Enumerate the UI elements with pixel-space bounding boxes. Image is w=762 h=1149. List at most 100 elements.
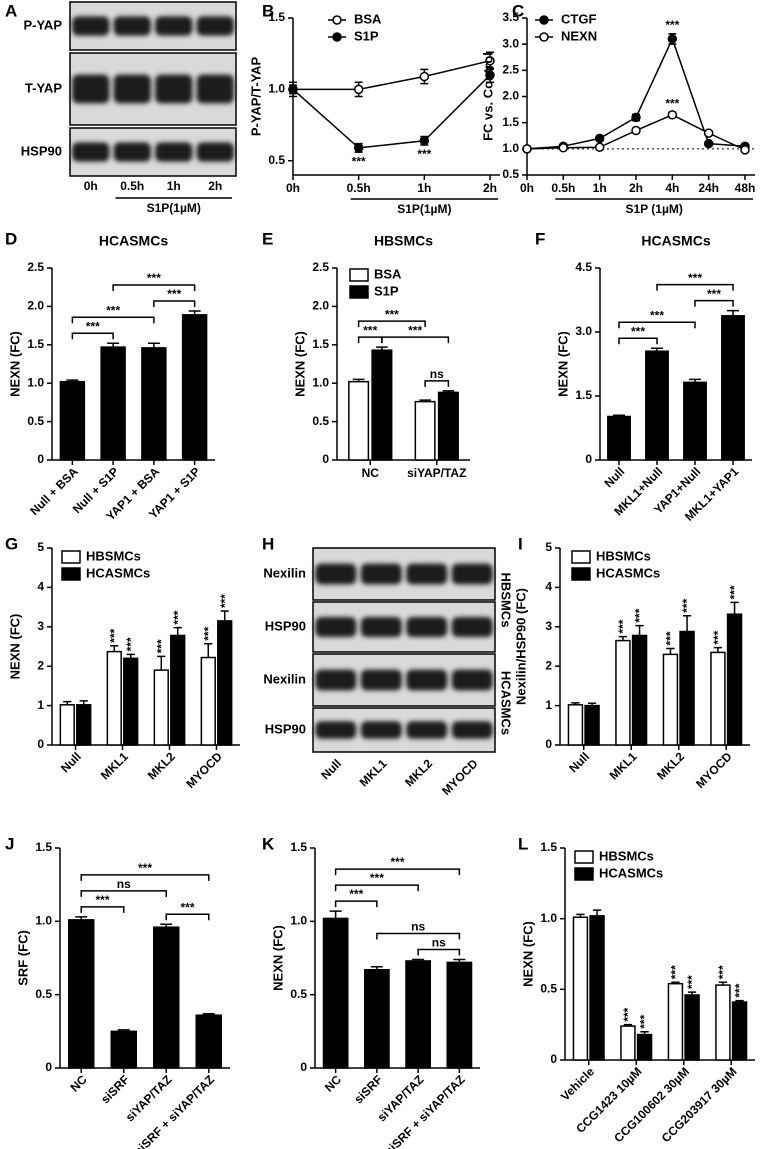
x-tick-label: MKL2 <box>145 749 178 782</box>
blot-band <box>406 617 448 637</box>
comparison-label: ns <box>432 936 446 950</box>
error-bar <box>635 624 644 636</box>
y-axis-label: NEXN (FC) <box>270 925 285 991</box>
x-tick-label: MYOCD <box>693 749 735 791</box>
legend-label: HCASMCs <box>86 565 150 580</box>
y-tick-label: 2.0 <box>27 299 44 313</box>
x-tick-label: 0.5h <box>347 181 371 195</box>
comparison-label: *** <box>707 287 721 301</box>
y-axis-label: NEXN (FC) <box>520 921 535 987</box>
legend-label: S1P <box>354 28 379 43</box>
y-tick-label: 0 <box>585 452 592 466</box>
y-tick-label: 2.0 <box>502 89 519 103</box>
comparison-label: *** <box>167 287 181 301</box>
error-bar <box>651 347 663 352</box>
lane-label: MKL2 <box>402 756 435 789</box>
x-tick-label: 0h <box>520 181 534 195</box>
x-tick-label: 1h <box>417 181 431 195</box>
error-bar <box>666 647 675 655</box>
bar <box>371 349 393 461</box>
significance: *** <box>665 96 679 110</box>
comparison-label: *** <box>650 308 664 322</box>
y-axis-label: NEXN (FC) <box>292 331 307 397</box>
bar <box>217 620 233 746</box>
x-tick-label: siSRF <box>98 1072 132 1106</box>
error-bar <box>202 1012 215 1016</box>
significance: *** <box>638 1014 652 1028</box>
x-tick-label: 4h <box>665 181 679 195</box>
comparison-label: *** <box>385 307 399 321</box>
significance: *** <box>728 585 742 599</box>
bar <box>68 919 95 1069</box>
significance: *** <box>616 619 630 633</box>
y-tick-label: 4 <box>545 580 552 594</box>
comparison-bracket <box>153 300 196 308</box>
y-axis-label: P-YAP/T-YAP <box>248 57 263 137</box>
point <box>485 70 495 80</box>
y-tick-label: 4.5 <box>575 260 592 274</box>
bar <box>195 1014 222 1069</box>
error-bar <box>157 655 166 671</box>
blot-band <box>72 142 110 162</box>
bar <box>721 315 745 461</box>
comparison-bracket <box>656 283 734 291</box>
y-tick-label: 0 <box>45 1060 52 1074</box>
x-tick-label: 2h <box>483 181 497 195</box>
legend-swatch <box>571 550 591 564</box>
chart-title: HCASMCs <box>99 233 168 249</box>
error-bar <box>188 310 201 315</box>
y-axis-label: SRF (FC) <box>15 930 30 986</box>
x-tick-label: Null <box>601 464 627 490</box>
legend-marker <box>332 15 342 25</box>
y-tick-label: 3.0 <box>575 324 592 338</box>
point <box>353 84 364 95</box>
y-tick-label: 1 <box>545 698 552 712</box>
point <box>631 112 641 123</box>
bar <box>710 651 726 746</box>
point <box>353 143 364 153</box>
x-tick-label: 1h <box>593 181 607 195</box>
bar <box>615 639 631 746</box>
y-tick-label: 1.0 <box>268 82 285 96</box>
error-bar <box>352 378 365 382</box>
point <box>740 145 750 155</box>
x-tick-label: 2h <box>629 181 643 195</box>
point <box>703 128 714 138</box>
y-tick-label: 0 <box>37 452 44 466</box>
error-bar <box>735 999 744 1003</box>
bar <box>322 917 349 1069</box>
significance: *** <box>201 626 215 640</box>
blot-band <box>196 16 234 36</box>
x-tick-label: siSRF <box>351 1072 385 1106</box>
blot-row-label: HSP90 <box>265 618 306 633</box>
blot-band <box>406 721 448 739</box>
point <box>288 84 298 95</box>
blot-band <box>155 142 193 162</box>
panel-letter: E <box>262 229 273 248</box>
error-bar <box>117 1029 130 1032</box>
error-bar <box>376 346 388 351</box>
error-bar <box>160 923 173 928</box>
comparison-label: *** <box>390 855 404 869</box>
panel-letter: A <box>5 1 17 20</box>
comparison-bracket <box>71 332 114 340</box>
bar <box>59 704 75 746</box>
bar <box>584 704 600 746</box>
series-line <box>292 74 491 149</box>
legend-marker <box>539 32 549 42</box>
y-tick-label: 1.0 <box>290 914 307 928</box>
y-tick-label: 2 <box>545 658 552 672</box>
y-tick-label: 0.5 <box>27 414 44 428</box>
x-tick-label: NC <box>362 466 380 480</box>
significance: *** <box>621 1007 635 1021</box>
lane-label: 2h <box>208 179 222 193</box>
comparison-bracket <box>334 884 419 892</box>
error-bar <box>204 642 213 658</box>
legend-swatch <box>571 567 591 581</box>
comparison-label: ns <box>117 877 131 891</box>
y-tick-label: 3.5 <box>502 10 519 24</box>
comparison-bracket <box>417 948 461 956</box>
x-axis-label: S1P(1µM) <box>397 202 451 216</box>
bar <box>123 657 139 746</box>
